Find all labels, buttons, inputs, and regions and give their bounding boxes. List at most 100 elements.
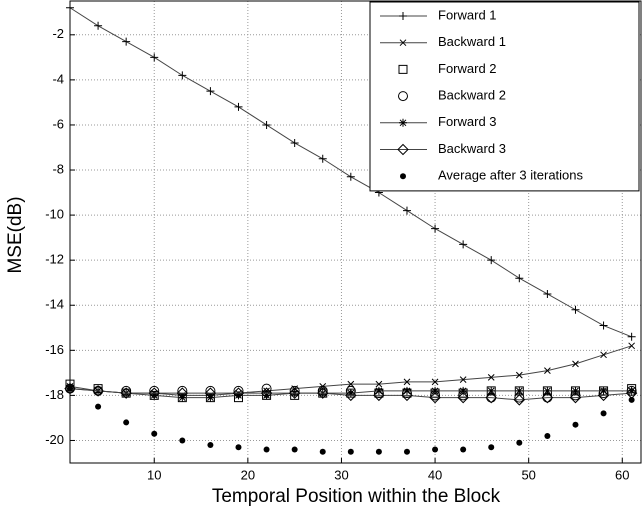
marker bbox=[179, 437, 186, 444]
marker bbox=[149, 390, 159, 400]
marker bbox=[347, 448, 354, 455]
y-axis-title: MSE(dB) bbox=[5, 196, 26, 273]
marker bbox=[399, 39, 407, 47]
marker bbox=[95, 403, 102, 410]
marker bbox=[600, 351, 607, 359]
legend-label: Backward 2 bbox=[438, 88, 506, 103]
marker bbox=[515, 274, 524, 283]
marker bbox=[205, 393, 215, 403]
marker bbox=[543, 386, 552, 395]
marker bbox=[346, 389, 355, 398]
marker bbox=[234, 102, 243, 111]
marker bbox=[66, 3, 74, 12]
marker bbox=[375, 448, 382, 455]
marker bbox=[318, 154, 327, 163]
y-tick-label: -12 bbox=[45, 252, 64, 267]
marker bbox=[204, 387, 217, 399]
marker bbox=[516, 439, 523, 446]
marker bbox=[403, 378, 411, 386]
marker bbox=[402, 206, 411, 215]
marker bbox=[345, 389, 357, 402]
marker bbox=[346, 172, 355, 181]
y-tick-label: -16 bbox=[45, 342, 64, 357]
marker bbox=[122, 37, 131, 46]
y-tick-label: -2 bbox=[52, 26, 64, 41]
marker bbox=[487, 374, 495, 381]
marker bbox=[148, 387, 160, 399]
marker bbox=[457, 391, 469, 404]
x-tick-label: 40 bbox=[428, 467, 442, 482]
marker bbox=[397, 143, 409, 156]
marker bbox=[460, 446, 467, 453]
marker bbox=[399, 12, 407, 20]
marker bbox=[627, 332, 636, 341]
marker bbox=[92, 385, 104, 397]
marker bbox=[178, 71, 187, 80]
marker bbox=[429, 391, 441, 404]
marker bbox=[288, 387, 301, 399]
marker bbox=[150, 53, 159, 62]
legend-box bbox=[369, 1, 640, 192]
marker bbox=[544, 432, 551, 439]
legend-label: Forward 2 bbox=[438, 61, 497, 76]
marker bbox=[459, 376, 467, 383]
marker bbox=[403, 448, 410, 455]
marker bbox=[459, 240, 468, 249]
marker bbox=[123, 419, 130, 426]
marker bbox=[487, 256, 496, 265]
marker bbox=[485, 391, 497, 404]
marker bbox=[431, 378, 439, 386]
x-axis-title: Temporal Position within the Block bbox=[212, 486, 501, 507]
marker bbox=[262, 390, 272, 400]
marker bbox=[151, 430, 158, 437]
marker bbox=[487, 386, 496, 395]
marker bbox=[120, 387, 132, 399]
series-line bbox=[69, 388, 632, 401]
marker bbox=[432, 446, 439, 453]
y-tick-label: -8 bbox=[52, 161, 64, 176]
marker bbox=[541, 391, 554, 404]
marker bbox=[544, 367, 551, 374]
y-tick-label: -14 bbox=[45, 297, 64, 312]
marker bbox=[398, 91, 408, 102]
legend-label: Average after 3 iterations bbox=[438, 168, 584, 183]
marker bbox=[177, 393, 187, 403]
marker bbox=[400, 173, 406, 180]
marker bbox=[290, 138, 299, 147]
marker bbox=[571, 305, 580, 314]
x-tick-label: 30 bbox=[334, 467, 348, 482]
series bbox=[66, 382, 636, 402]
marker bbox=[488, 444, 495, 451]
marker bbox=[513, 394, 526, 406]
marker bbox=[375, 380, 383, 388]
marker bbox=[234, 391, 243, 400]
series bbox=[67, 385, 635, 455]
marker bbox=[263, 446, 270, 453]
marker bbox=[94, 21, 103, 30]
legend: Forward 1 Backward 1 Forward 2 Backward 2 Fo… bbox=[369, 1, 640, 192]
marker bbox=[600, 410, 607, 417]
legend-label: Forward 3 bbox=[438, 114, 497, 129]
y-tick-label: -6 bbox=[52, 116, 64, 131]
marker bbox=[176, 387, 189, 399]
marker bbox=[319, 448, 326, 455]
legend-label: Backward 3 bbox=[438, 141, 506, 156]
marker bbox=[543, 289, 552, 298]
marker bbox=[235, 444, 242, 451]
marker bbox=[515, 371, 523, 379]
marker bbox=[291, 446, 298, 453]
y-tick-label: -4 bbox=[52, 71, 64, 86]
marker bbox=[515, 386, 524, 395]
x-tick-label: 50 bbox=[521, 467, 535, 482]
marker bbox=[399, 118, 407, 127]
y-tick-label: -20 bbox=[45, 432, 64, 447]
marker bbox=[597, 389, 610, 402]
marker bbox=[459, 386, 468, 395]
marker bbox=[401, 389, 413, 402]
marker bbox=[64, 382, 76, 395]
marker bbox=[317, 387, 329, 399]
marker bbox=[347, 380, 355, 388]
marker bbox=[571, 386, 580, 395]
